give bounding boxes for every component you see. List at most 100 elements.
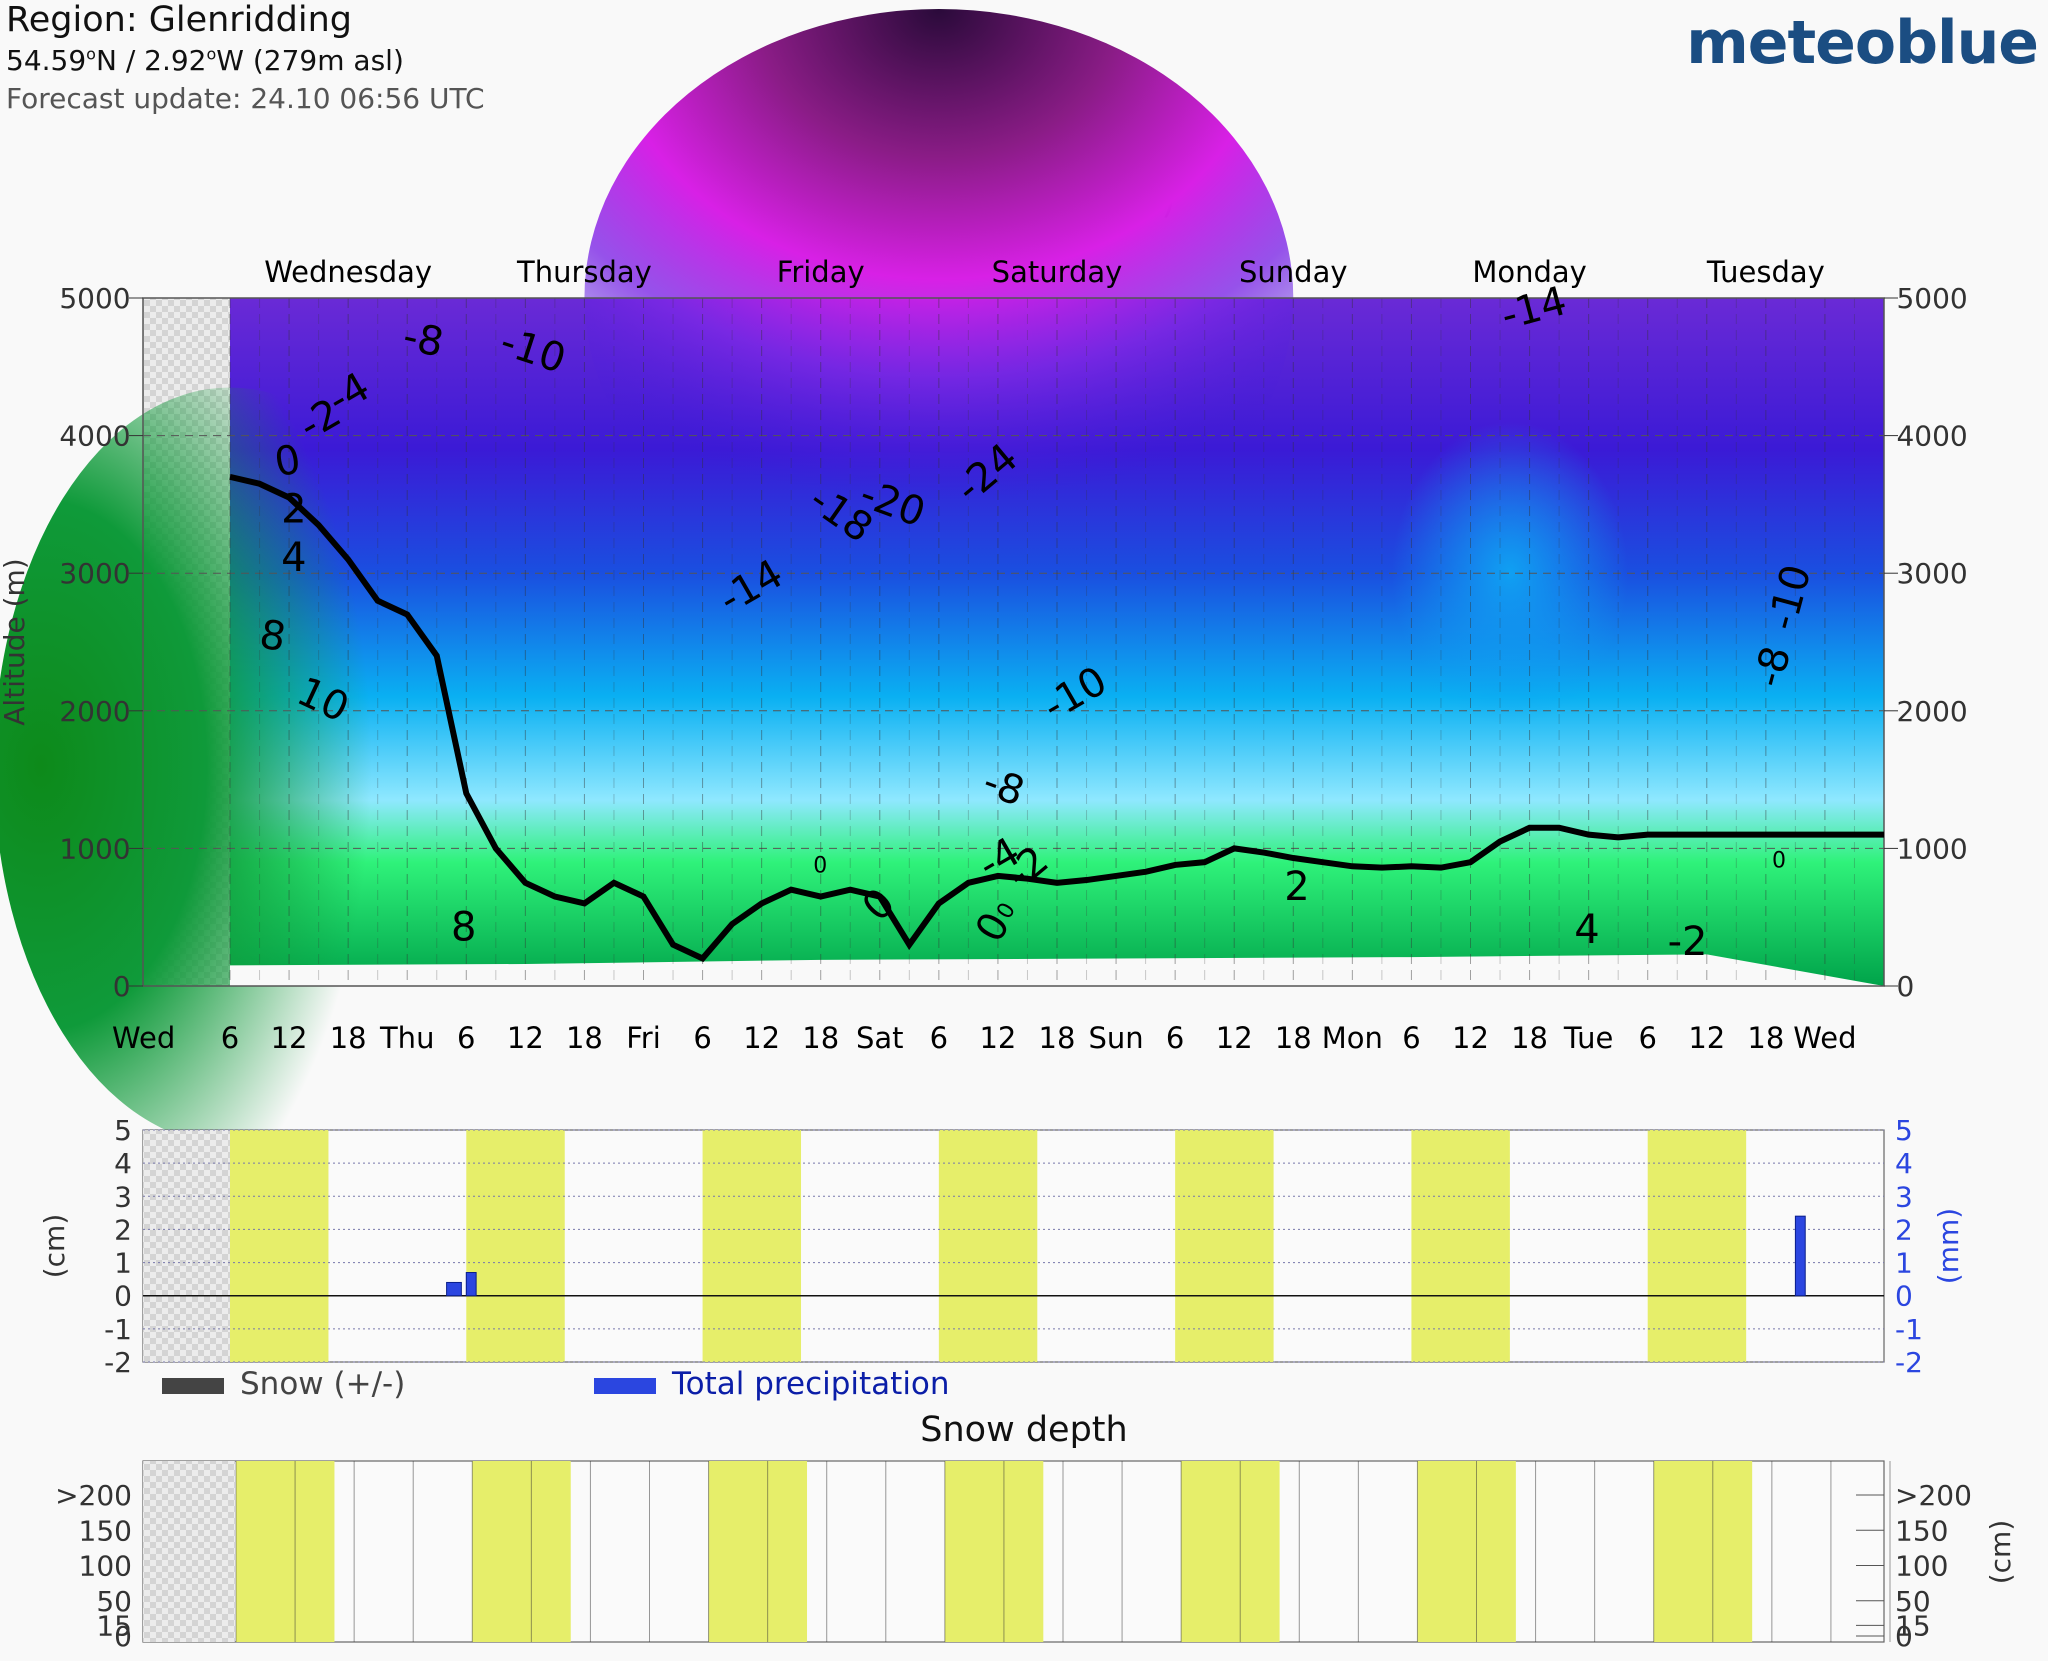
y-tick-label-right: 5000 — [1896, 282, 1967, 315]
y-tick-label: 4 — [114, 1147, 132, 1180]
y-tick-label-right: 4 — [1895, 1147, 1913, 1180]
coordinates: 54.59oN / 2.92oW (279m asl) — [6, 44, 404, 77]
y-tick-label-right: 3 — [1895, 1180, 1913, 1213]
y-tick-label: 1000 — [59, 832, 130, 865]
y-axis-label: (cm) — [38, 1214, 71, 1279]
y-tick-label-right: 15 — [1895, 1609, 1931, 1642]
daylight-band — [1411, 1130, 1510, 1362]
x-tick-label: 6 — [1638, 1021, 1656, 1055]
x-tick-label: 12 — [1452, 1021, 1489, 1055]
y-tick-label: 5 — [114, 1114, 132, 1147]
legend-snow: Snow (+/-) — [162, 1366, 405, 1402]
contour-label: 4 — [281, 535, 306, 581]
x-tick-label: 12 — [1216, 1021, 1253, 1055]
x-tick-label: Sun — [1088, 1021, 1143, 1055]
y-tick-label: >200 — [55, 1479, 132, 1512]
daylight-band — [708, 1461, 808, 1642]
x-tick-label: Fri — [626, 1021, 661, 1055]
region-title: Region: Glenridding — [6, 0, 352, 40]
no-data-area — [143, 1130, 230, 1362]
y-tick-label-right: 0 — [1895, 1280, 1913, 1313]
daylight-band — [1181, 1461, 1280, 1642]
precip-bar — [446, 1281, 462, 1297]
y-tick-label-right: >200 — [1895, 1479, 1972, 1512]
x-tick-label: Wed — [112, 1021, 175, 1055]
x-tick-label: 6 — [930, 1021, 948, 1055]
x-tick-label: 18 — [1511, 1021, 1548, 1055]
contour-label: 4 — [1574, 907, 1599, 953]
x-tick-label: Mon — [1322, 1021, 1383, 1055]
snow-swatch-icon — [162, 1377, 224, 1394]
x-tick-label: 6 — [693, 1021, 711, 1055]
y-tick-label: 0 — [113, 970, 131, 1003]
y-tick-label-right: 0 — [1895, 1620, 1913, 1653]
legend-precip: Total precipitation — [594, 1366, 950, 1402]
y-tick-label-right: 50 — [1895, 1585, 1931, 1618]
snow-depth-title: Snow depth — [920, 1410, 1128, 1450]
day-label: Saturday — [992, 255, 1123, 289]
y-tick-label-right: 3000 — [1896, 557, 1967, 590]
y-tick-label: 3000 — [59, 557, 130, 590]
legend-snow-label: Snow (+/-) — [240, 1366, 406, 1402]
y-axis-label: Altitude (m) — [0, 558, 31, 725]
x-tick-label: 18 — [802, 1021, 839, 1055]
x-tick-label: 18 — [566, 1021, 603, 1055]
y-tick-label-right: 2000 — [1896, 695, 1967, 728]
precip-bar — [1794, 1215, 1806, 1297]
daylight-band — [944, 1461, 1044, 1642]
x-tick-label: Sat — [856, 1021, 904, 1055]
y-tick-label: 2000 — [59, 695, 130, 728]
y-tick-label-right: 0 — [1896, 970, 1914, 1003]
y-tick-label: -2 — [104, 1346, 132, 1379]
y-tick-label-right: 4000 — [1896, 420, 1967, 453]
contour-label: 2 — [1284, 864, 1309, 910]
y-tick-label: -1 — [104, 1313, 132, 1346]
x-tick-label: 12 — [979, 1021, 1016, 1055]
warm-core — [0, 387, 467, 1145]
daylight-band — [938, 1130, 1038, 1362]
x-tick-label: 6 — [1166, 1021, 1184, 1055]
no-data-area — [143, 1461, 235, 1642]
x-tick-label: 12 — [507, 1021, 544, 1055]
y-tick-label-right: 2 — [1895, 1213, 1913, 1246]
mid-core — [1391, 421, 1629, 725]
daylight-band — [472, 1461, 571, 1642]
daylight-band — [466, 1130, 565, 1362]
daylight-band — [1175, 1130, 1274, 1362]
daylight-band — [236, 1461, 335, 1642]
day-label: Friday — [777, 255, 865, 289]
y-tick-label-right: 1000 — [1896, 832, 1967, 865]
contour-label: 0 — [1772, 848, 1786, 873]
x-tick-label: 12 — [743, 1021, 780, 1055]
terrain — [230, 954, 1884, 986]
latitude-value: 54.59 — [6, 44, 87, 77]
y-tick-label: 100 — [79, 1550, 132, 1583]
daylight-band — [702, 1130, 802, 1362]
y-tick-label-right: 100 — [1895, 1550, 1948, 1583]
x-tick-label: 6 — [221, 1021, 239, 1055]
y-tick-label-right: 1 — [1895, 1247, 1913, 1280]
x-tick-label: 18 — [1275, 1021, 1312, 1055]
altitude-asl: W (279m asl) — [216, 44, 404, 77]
y-tick-label: 150 — [79, 1514, 132, 1547]
y-tick-label: 50 — [96, 1585, 132, 1618]
y-tick-label-right: -2 — [1895, 1346, 1923, 1379]
y-tick-label: 0 — [114, 1280, 132, 1313]
freezing-level-line — [229, 473, 1884, 963]
contour-label: 0 — [813, 853, 827, 878]
y-tick-label: 1 — [114, 1247, 132, 1280]
daylight-band — [1647, 1130, 1747, 1362]
temperature-heatmap — [0, 9, 1884, 1145]
x-tick-label: Wed — [1793, 1021, 1856, 1055]
longitude-value: N / 2.92 — [95, 44, 207, 77]
x-tick-label: 6 — [457, 1021, 475, 1055]
x-tick-label: 12 — [1688, 1021, 1725, 1055]
x-tick-label: Thu — [379, 1021, 434, 1055]
x-tick-label: Tue — [1563, 1021, 1614, 1055]
x-tick-label: 18 — [330, 1021, 367, 1055]
y-tick-label: 5000 — [59, 282, 130, 315]
y-axis-label-right: (mm) — [1932, 1208, 1965, 1284]
day-label: Thursday — [516, 255, 652, 289]
daylight-band — [1653, 1461, 1753, 1642]
